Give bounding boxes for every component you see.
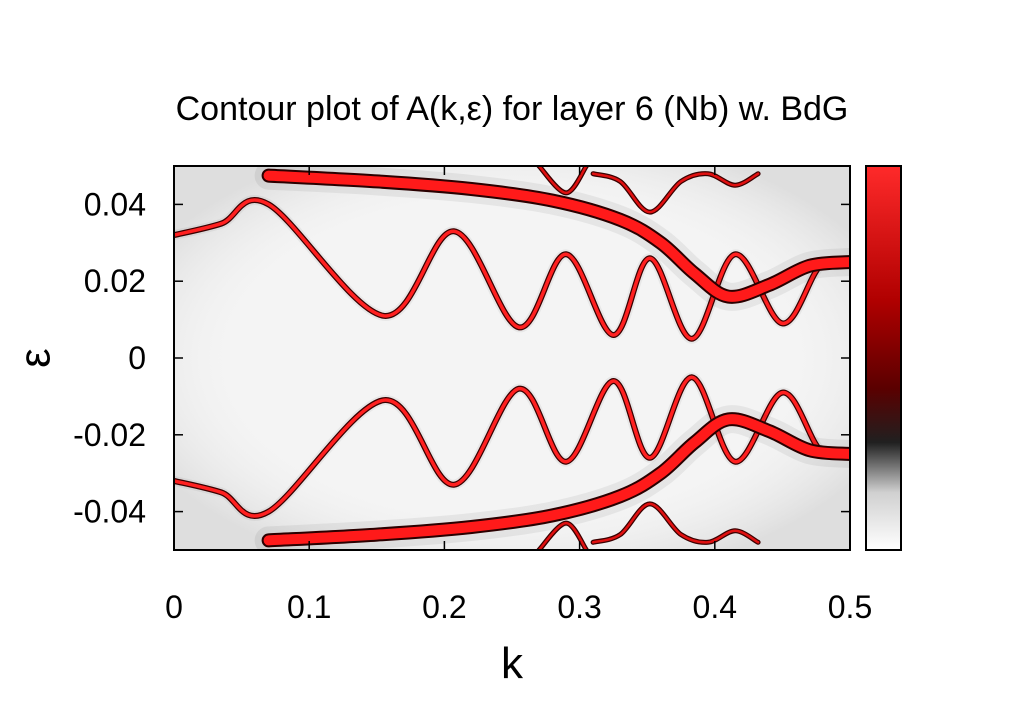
- x-tick-label: 0.4: [693, 589, 737, 625]
- bands-layer: [174, 166, 850, 550]
- x-axis-label: k: [501, 639, 524, 688]
- band-broad-upper-layer2: [263, 170, 850, 302]
- y-tick-label: -0.04: [73, 494, 146, 530]
- chart-title: Contour plot of A(k,ε) for layer 6 (Nb) …: [176, 90, 849, 128]
- y-tick-label: 0.02: [84, 263, 146, 299]
- band-small-upper-layer1: [591, 172, 760, 214]
- y-tick-label: -0.02: [73, 417, 146, 453]
- x-tick-label: 0.2: [422, 589, 466, 625]
- x-axis: 0 0.1 0.2 0.3 0.4 0.5: [165, 166, 872, 625]
- colorbar: [865, 165, 902, 551]
- band-small-lower-layer1: [591, 502, 760, 544]
- x-tick-label: 0.3: [557, 589, 601, 625]
- x-tick-label: 0: [165, 589, 183, 625]
- band-broad-lower-layer2: [263, 414, 850, 546]
- band-crossing-upper-layer1: [537, 166, 588, 195]
- y-axis-label: ε: [11, 348, 60, 368]
- y-tick-label: 0.04: [84, 186, 146, 222]
- band-crossing-lower-layer1: [537, 521, 588, 550]
- y-axis: 0.04 0.02 0 -0.02 -0.04: [73, 186, 850, 530]
- y-tick-label: 0: [128, 340, 146, 376]
- x-tick-label: 0.5: [828, 589, 872, 625]
- x-tick-label: 0.1: [287, 589, 331, 625]
- plot-haze: [174, 166, 850, 550]
